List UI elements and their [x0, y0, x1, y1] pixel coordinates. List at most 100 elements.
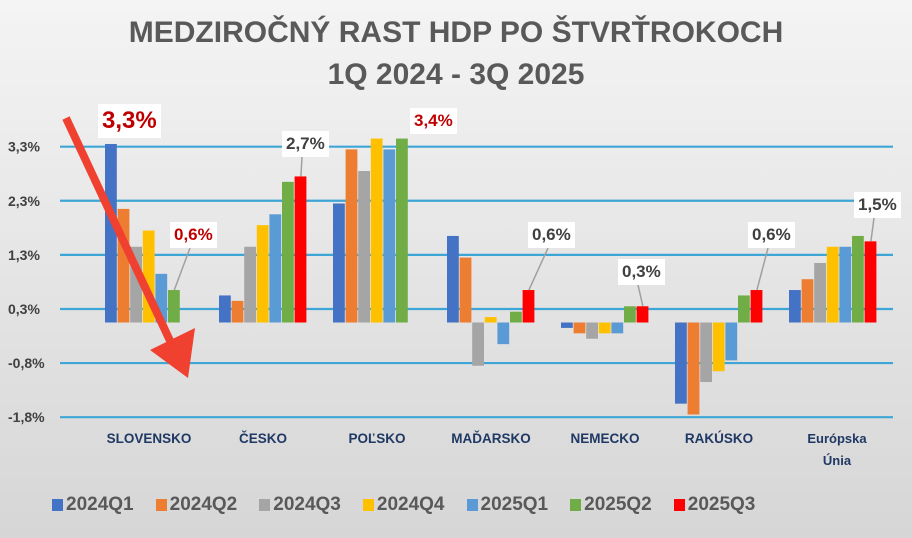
- bar-2024Q4-6: [826, 246, 839, 323]
- bar-2024Q1-2: [333, 203, 345, 323]
- legend-swatch: [570, 499, 582, 511]
- bar-2024Q4-5: [712, 322, 725, 372]
- x-axis-label: MAĎARSKO: [451, 431, 531, 446]
- bar-2025Q1-6: [839, 246, 852, 323]
- bar-2024Q4-1: [256, 225, 269, 323]
- bar-2024Q3-6: [814, 262, 826, 323]
- legend-label: 2025Q2: [584, 494, 652, 515]
- bar-2024Q4-0: [142, 230, 155, 323]
- bar-2025Q1-1: [269, 214, 282, 323]
- legend-item: 2025Q3: [673, 494, 756, 516]
- bar-2024Q1-5: [675, 322, 687, 404]
- leader-line: [300, 156, 303, 177]
- x-axis-label: POĽSKO: [348, 431, 406, 446]
- bar-2024Q2-5: [687, 322, 700, 415]
- bar-2025Q2-0: [168, 290, 180, 323]
- bar-2024Q1-1: [219, 295, 231, 323]
- bar-2025Q3-6: [864, 241, 877, 323]
- legend-item: 2024Q1: [52, 494, 134, 516]
- bar-2025Q2-3: [510, 311, 522, 323]
- y-tick-label: 0,3%: [8, 301, 40, 317]
- x-axis-label: NEMECKO: [570, 431, 640, 446]
- bar-2025Q3-1: [294, 176, 307, 323]
- bar-2024Q4-3: [484, 317, 497, 323]
- bar-2025Q2-4: [624, 306, 636, 323]
- chart-subtitle: 1Q 2024 - 3Q 2025: [327, 58, 585, 91]
- y-tick-label: 1,3%: [8, 247, 40, 263]
- arrow-shaft: [62, 116, 176, 347]
- bar-2025Q3-5: [750, 290, 763, 323]
- bar-2025Q2-5: [738, 295, 750, 323]
- y-tick-label: 2,3%: [8, 193, 40, 209]
- bar-2024Q4-2: [370, 138, 383, 323]
- bar-2025Q2-1: [282, 181, 294, 323]
- data-label: 2,7%: [282, 131, 329, 157]
- x-axis-label: SLOVENSKO: [106, 431, 192, 446]
- legend-swatch: [362, 499, 374, 511]
- leader-line: [173, 247, 191, 291]
- bar-2024Q2-6: [801, 279, 814, 323]
- data-label: 0,3%: [618, 259, 665, 285]
- x-axis-label: ČESKO: [238, 431, 287, 446]
- bar-2024Q1-0: [105, 143, 117, 323]
- bar-2024Q1-3: [447, 235, 459, 323]
- bar-2024Q2-3: [459, 257, 472, 323]
- bar-2024Q2-4: [573, 322, 586, 334]
- legend-label: 2025Q3: [687, 494, 756, 515]
- bar-2025Q3-4: [636, 306, 649, 323]
- data-label: 3,3%: [98, 104, 161, 138]
- bar-2025Q1-2: [383, 149, 396, 323]
- legend-swatch: [259, 499, 271, 511]
- chart-title: MEDZIROČNÝ RAST HDP PO ŠTVRŤROKOCH: [128, 16, 784, 49]
- bar-2025Q2-6: [852, 235, 864, 323]
- data-label: 0,6%: [170, 222, 217, 248]
- data-label: 0,6%: [748, 222, 795, 248]
- bar-2025Q2-2: [396, 138, 408, 323]
- bar-2024Q4-4: [598, 322, 611, 334]
- bar-2025Q1-3: [497, 322, 510, 345]
- y-tick-label: 3,3%: [8, 139, 40, 155]
- legend-label: 2025Q1: [480, 494, 549, 515]
- legend-item: 2025Q1: [466, 494, 549, 516]
- bar-2025Q1-4: [611, 322, 624, 334]
- bar-2025Q1-0: [155, 273, 168, 323]
- bar-2024Q3-2: [358, 171, 370, 323]
- legend-label: 2024Q3: [273, 494, 341, 515]
- bar-2025Q3-3: [522, 290, 535, 323]
- legend-swatch: [466, 499, 478, 511]
- legend-item: 2024Q3: [259, 494, 341, 516]
- legend-item: 2024Q4: [362, 494, 445, 516]
- bar-2024Q3-0: [130, 246, 142, 323]
- legend-swatch: [52, 499, 63, 511]
- legend-item: 2024Q2: [155, 494, 238, 516]
- legend: 2024Q1 2024Q2 2024Q3 2024Q4 2025Q1 2025Q2 2025…: [52, 494, 755, 516]
- leader-line: [528, 247, 549, 291]
- bar-2024Q3-4: [586, 322, 598, 339]
- y-tick-label: -1,8%: [8, 409, 45, 425]
- bar-2024Q2-0: [117, 208, 130, 323]
- data-label: 0,6%: [528, 222, 575, 248]
- bar-2024Q3-1: [244, 246, 256, 323]
- arrow-head-icon: [150, 328, 195, 378]
- x-axis-label: Európska Únia: [807, 431, 867, 468]
- legend-label: 2024Q4: [376, 494, 445, 515]
- bar-2024Q1-6: [789, 290, 801, 323]
- legend-label: 2024Q2: [169, 494, 238, 515]
- legend-swatch: [155, 499, 167, 511]
- bar-2025Q1-5: [725, 322, 738, 361]
- legend-item: 2025Q2: [570, 494, 652, 516]
- bar-2024Q3-3: [472, 322, 484, 366]
- x-axis-label: RAKÚSKO: [684, 431, 754, 446]
- bar-2024Q1-4: [561, 322, 573, 328]
- leader-line: [637, 284, 644, 307]
- bar-2024Q2-2: [345, 149, 358, 323]
- data-label: 1,5%: [854, 192, 901, 218]
- data-label: 3,4%: [410, 108, 457, 134]
- y-tick-label: -0,8%: [8, 355, 45, 371]
- bar-2024Q2-1: [231, 300, 244, 323]
- bar-2024Q3-5: [700, 322, 712, 383]
- legend-swatch: [673, 499, 685, 511]
- legend-label: 2024Q1: [66, 494, 134, 515]
